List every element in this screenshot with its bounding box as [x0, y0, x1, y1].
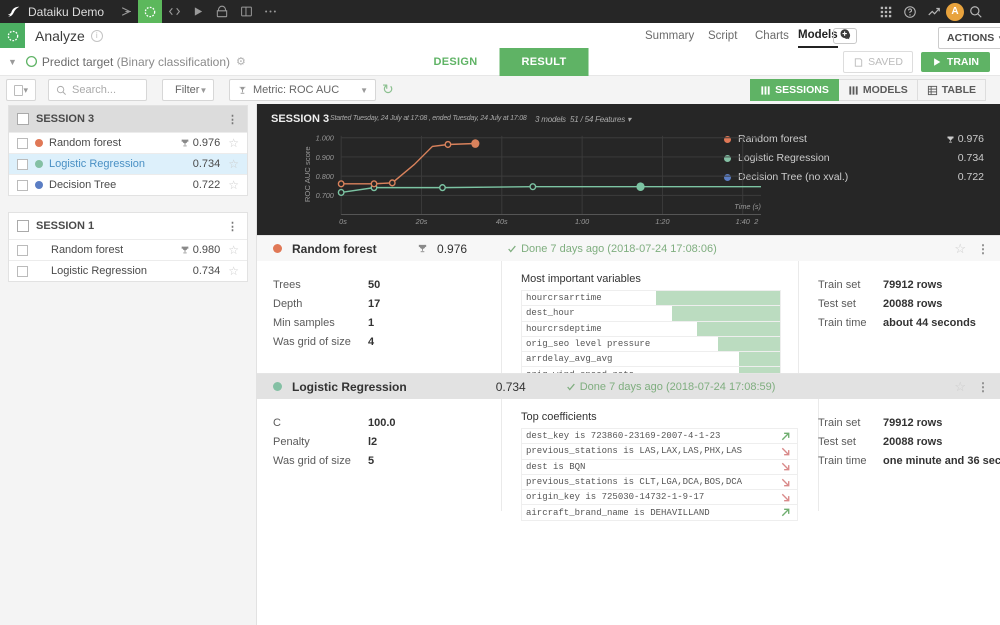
svg-text:1:00: 1:00	[575, 217, 590, 226]
svg-text:0.800: 0.800	[316, 172, 335, 181]
svg-text:1:20: 1:20	[655, 217, 670, 226]
svg-text:0.700: 0.700	[316, 191, 335, 200]
svg-text:20s: 20s	[415, 217, 428, 226]
svg-text:Time (s): Time (s)	[734, 202, 761, 211]
svg-text:1:40: 1:40	[736, 217, 751, 226]
svg-text:0.900: 0.900	[316, 153, 335, 162]
svg-text:ROC AUC score: ROC AUC score	[303, 146, 312, 202]
svg-text:40s: 40s	[496, 217, 508, 226]
svg-text:1.000: 1.000	[316, 133, 335, 142]
svg-text:2: 2	[753, 217, 759, 226]
svg-text:0s: 0s	[339, 217, 347, 226]
